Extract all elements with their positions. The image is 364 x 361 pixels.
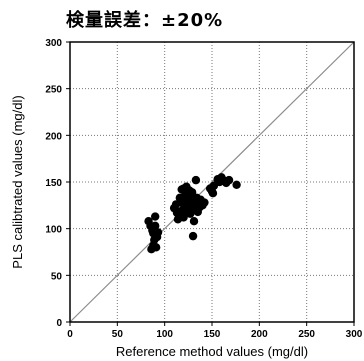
x-tick-label: 200 — [251, 329, 268, 340]
data-point — [224, 175, 234, 185]
x-tick-label: 250 — [298, 329, 315, 340]
data-point — [153, 228, 163, 237]
x-tick-label: 100 — [156, 329, 173, 340]
x-tick-label: 150 — [204, 329, 221, 340]
data-point — [191, 175, 201, 185]
x-tick-label: 0 — [67, 329, 73, 340]
data-points — [144, 173, 241, 254]
y-tick-label: 100 — [45, 225, 62, 236]
data-point — [188, 231, 198, 241]
data-point — [151, 221, 160, 231]
y-tick-label: 300 — [45, 38, 62, 49]
data-point — [208, 189, 218, 198]
y-tick-label: 200 — [45, 131, 62, 142]
data-point — [189, 217, 199, 226]
data-point — [151, 212, 160, 221]
y-axis-label: PLS calibtrated values (mg/dl) — [10, 95, 25, 268]
x-tick-label: 300 — [346, 329, 363, 340]
x-tick-label: 50 — [112, 329, 124, 340]
data-point — [200, 198, 209, 207]
data-point — [151, 243, 161, 252]
data-point — [232, 180, 241, 189]
y-tick-label: 0 — [56, 318, 62, 329]
y-tick-label: 50 — [51, 271, 63, 282]
x-axis-label: Reference method values (mg/dl) — [116, 344, 308, 359]
y-tick-label: 250 — [45, 85, 62, 96]
tick-labels: 0 50 100 150 200 250 300 0 50 100 150 200 250 300 — [45, 38, 362, 340]
y-tick-label: 150 — [45, 178, 62, 189]
chart-title: 検量誤差：±20% — [66, 10, 224, 31]
